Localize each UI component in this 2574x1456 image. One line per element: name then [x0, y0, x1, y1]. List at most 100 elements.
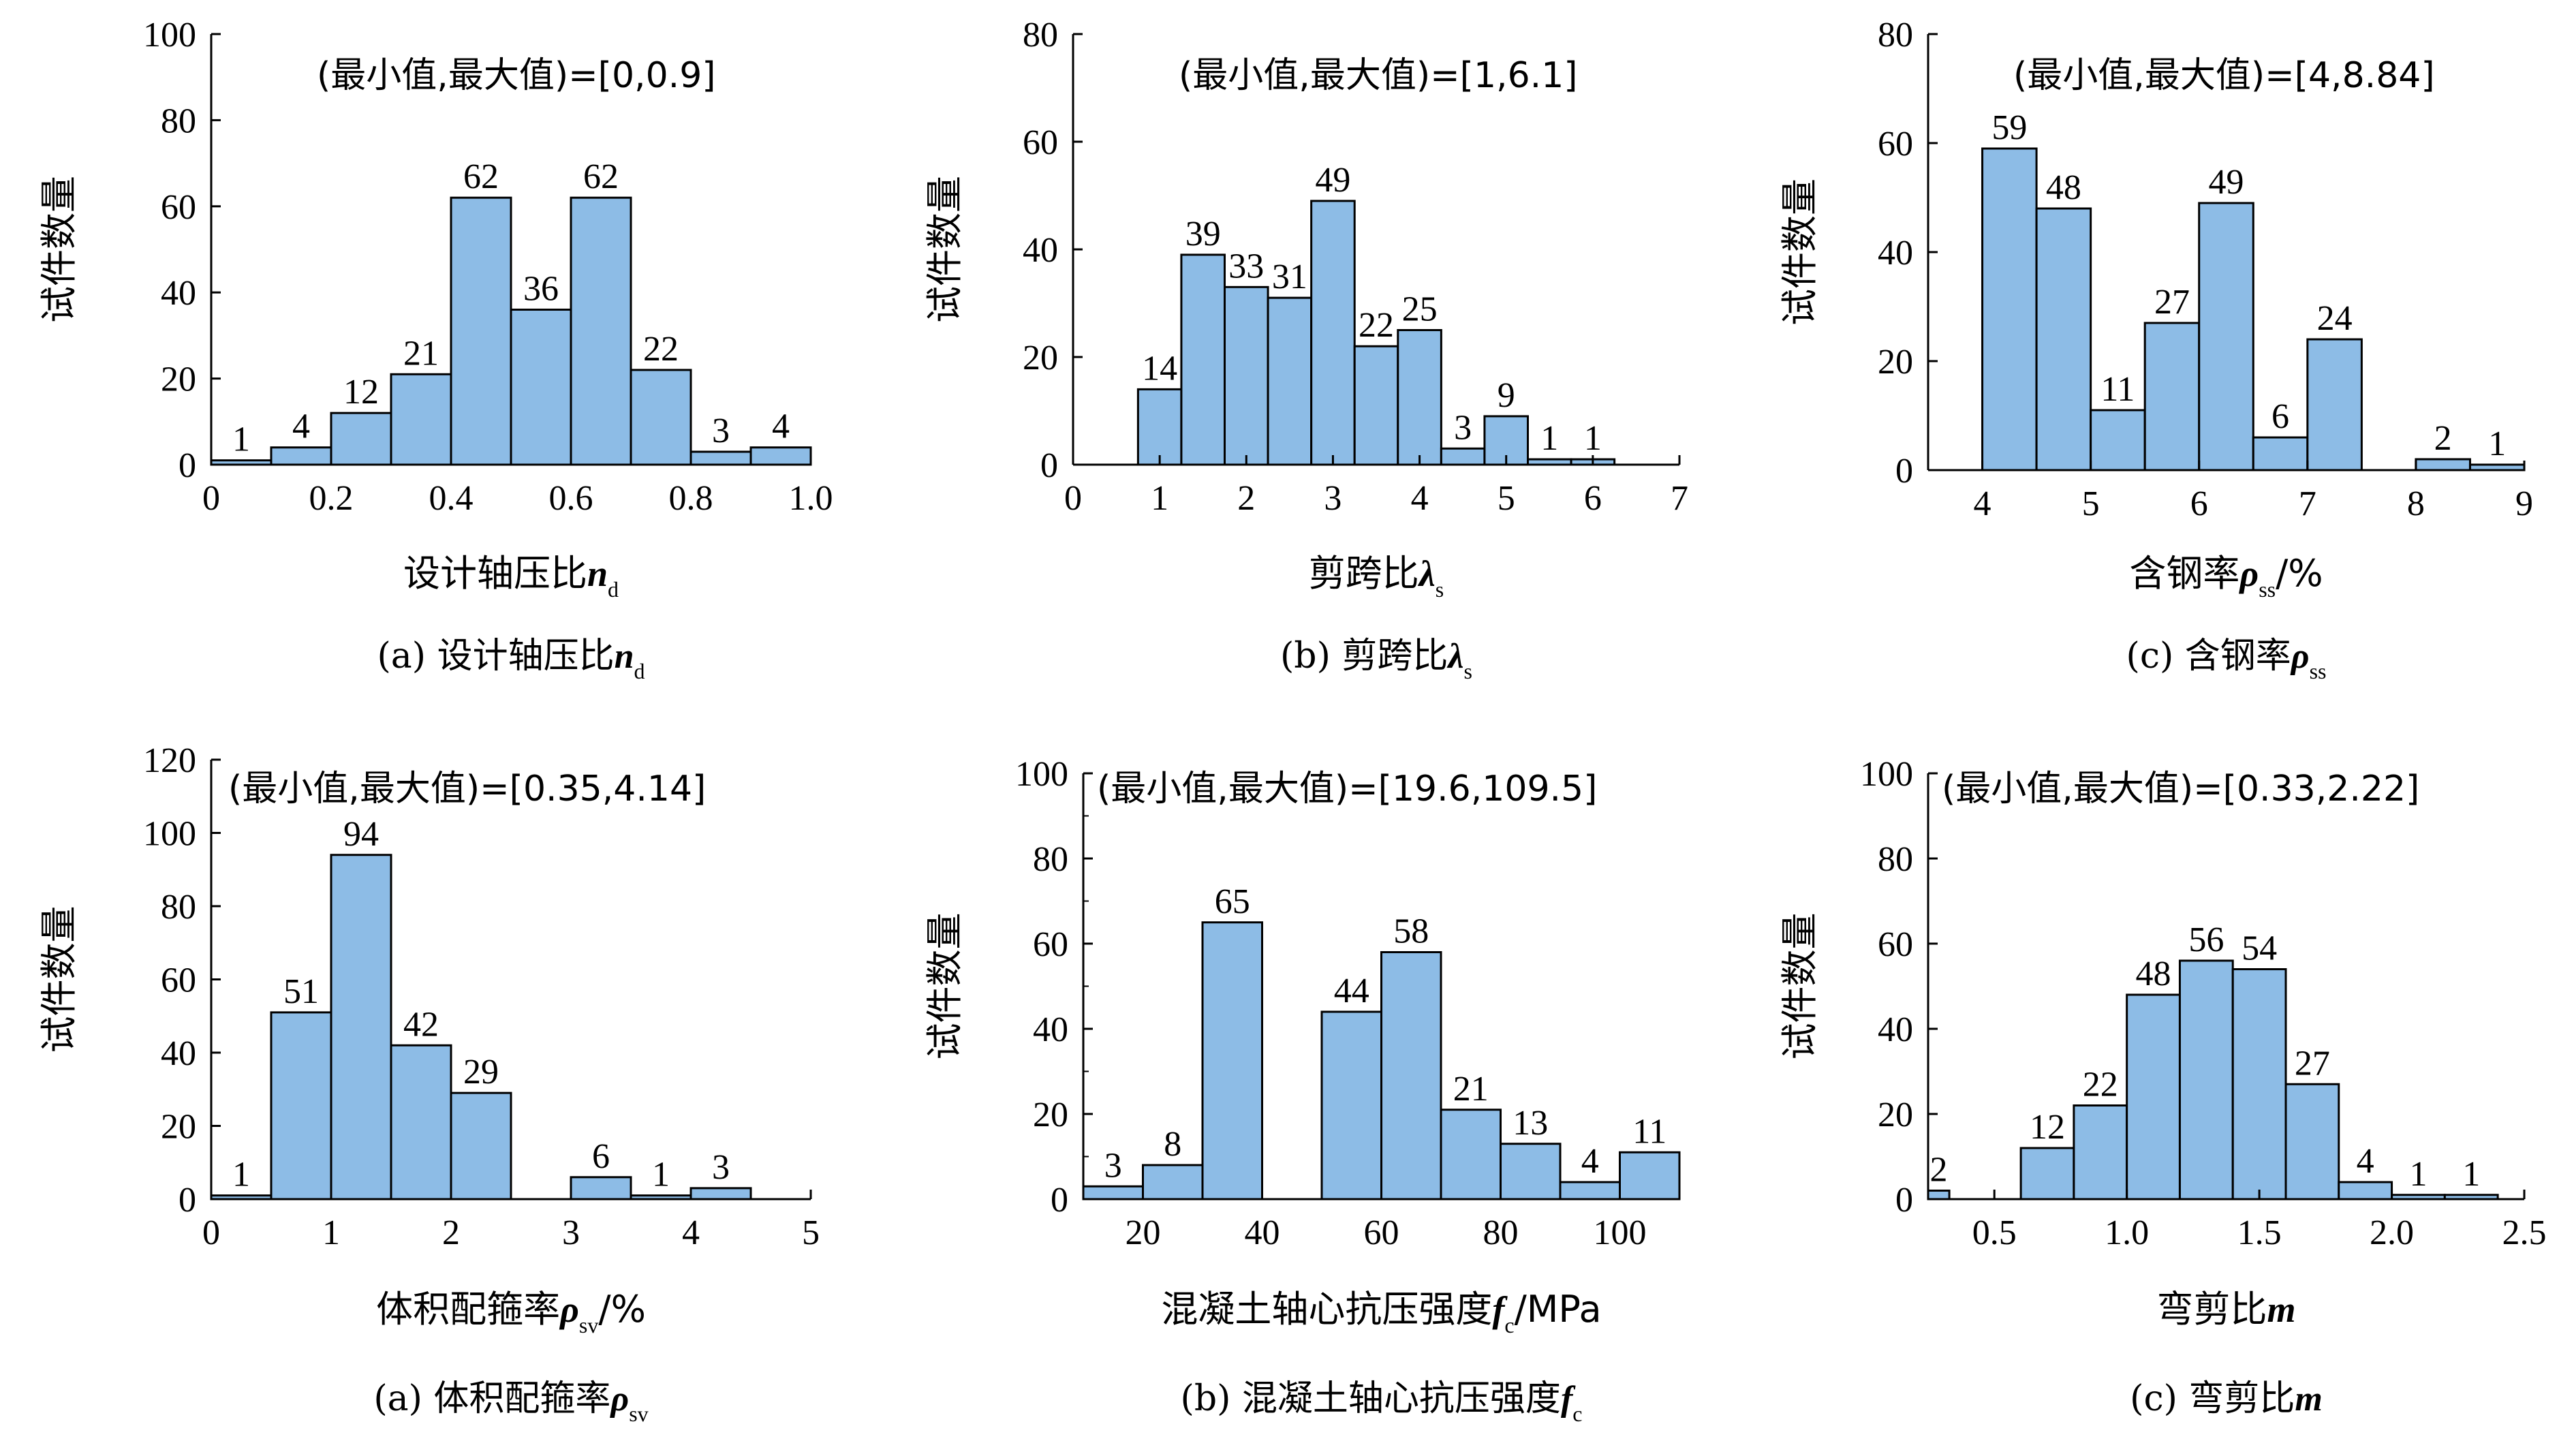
- x-tick-label: 2.0: [2370, 1213, 2414, 1252]
- x-tick-label: 0: [202, 479, 220, 518]
- y-tick-label: 20: [1033, 1096, 1068, 1134]
- bar-value-label: 1: [1540, 419, 1558, 458]
- bar: [1353, 345, 1399, 466]
- x-tick-label: 5: [802, 1213, 820, 1252]
- bar: [1927, 1190, 1951, 1201]
- bar-value-label: 22: [2083, 1066, 2118, 1104]
- bar: [330, 412, 392, 466]
- bar: [1180, 253, 1226, 466]
- y-tick-label: 20: [1878, 343, 1913, 382]
- range-annotation: (最小值,最大值)=[0.33,2.22]: [1942, 769, 2419, 809]
- y-tick-label: 0: [179, 1181, 196, 1220]
- bar-value-label: 24: [2317, 299, 2353, 338]
- y-tick-label: 100: [143, 815, 196, 854]
- x-tick-label: 1: [322, 1213, 340, 1252]
- bar: [1500, 1143, 1562, 1201]
- bar: [689, 1187, 752, 1201]
- bar: [330, 854, 392, 1201]
- y-tick-label: 80: [161, 888, 196, 927]
- bar: [270, 1011, 332, 1201]
- x-tick-label: 9: [2515, 484, 2533, 523]
- bar: [1559, 1181, 1621, 1201]
- y-tick-label: 40: [1878, 234, 1913, 273]
- bar: [2143, 322, 2201, 471]
- bar: [2126, 993, 2181, 1201]
- x-tick-label: 0.2: [309, 479, 354, 518]
- x-tick-label: 40: [1245, 1213, 1280, 1252]
- bar-value-label: 4: [292, 407, 310, 446]
- x-tick-label: 0: [1064, 479, 1082, 518]
- bar-value-label: 21: [403, 334, 439, 373]
- range-annotation: (最小值,最大值)=[0.35,4.14]: [228, 769, 706, 809]
- y-tick-label: 0: [1040, 446, 1058, 485]
- panel-caption: (a) 设计轴压比nd: [377, 636, 645, 683]
- bar-value-label: 6: [2271, 397, 2289, 436]
- bar-value-label: 1: [232, 420, 250, 459]
- bar: [630, 369, 692, 466]
- y-tick-label: 0: [1895, 452, 1913, 491]
- y-tick-label: 40: [1023, 231, 1058, 270]
- x-tick-label: 7: [2299, 484, 2316, 523]
- y-tick-label: 100: [1860, 755, 1913, 794]
- bar-value-label: 4: [2357, 1142, 2374, 1181]
- bar-value-label: 12: [343, 373, 379, 412]
- y-axis-title: 试件数量: [923, 176, 966, 323]
- bar-value-label: 8: [1164, 1125, 1181, 1164]
- bar: [1320, 1010, 1382, 1201]
- bar: [450, 196, 512, 466]
- bar: [2073, 1104, 2128, 1201]
- x-tick-label: 0.4: [429, 479, 474, 518]
- y-tick-label: 20: [1023, 339, 1058, 377]
- bar-value-label: 11: [1632, 1112, 1666, 1151]
- x-tick-label: 5: [2082, 484, 2100, 523]
- y-tick-label: 60: [1033, 925, 1068, 964]
- bar-value-label: 29: [463, 1053, 499, 1091]
- bar: [390, 1044, 452, 1201]
- bar-value-label: 27: [2295, 1044, 2330, 1083]
- panel-caption: (b) 剪跨比λs: [1280, 636, 1472, 683]
- x-tick-label: 20: [1126, 1213, 1161, 1252]
- x-axis-title: 弯剪比m: [2156, 1288, 2295, 1331]
- bar: [1142, 1164, 1204, 1201]
- bar: [2231, 968, 2287, 1201]
- bar-value-label: 12: [2030, 1108, 2065, 1147]
- bar: [1201, 921, 1263, 1201]
- bar-value-label: 51: [283, 972, 319, 1011]
- bar: [749, 446, 812, 466]
- bar-value-label: 2: [1930, 1151, 1948, 1190]
- bar-value-label: 44: [1334, 972, 1369, 1010]
- x-tick-label: 3: [562, 1213, 580, 1252]
- bar-value-label: 22: [643, 330, 679, 369]
- y-tick-label: 120: [143, 741, 196, 780]
- y-tick-label: 40: [1033, 1010, 1068, 1049]
- range-annotation: (最小值,最大值)=[1,6.1]: [1179, 55, 1578, 96]
- chart-panel-5: 3 8 65 44 58 21 13 4 11 20 40 60 80 100 0 20 40 60 80 100 (最…: [923, 755, 1681, 1426]
- x-tick-label: 80: [1483, 1213, 1519, 1252]
- bar: [2415, 458, 2471, 471]
- x-axis-title: 含钢率ρss/%: [2129, 552, 2323, 602]
- range-annotation: (最小值,最大值)=[4,8.84]: [2013, 55, 2435, 96]
- panel-caption: (c) 弯剪比m: [2130, 1378, 2323, 1419]
- range-annotation: (最小值,最大值)=[0,0.9]: [317, 55, 716, 96]
- bar-value-label: 65: [1215, 882, 1250, 921]
- y-tick-label: 60: [1878, 925, 1913, 964]
- bar-value-label: 94: [343, 815, 379, 854]
- bar: [2252, 436, 2309, 471]
- bar: [390, 373, 452, 466]
- y-tick-label: 60: [161, 188, 196, 227]
- x-axis-title: 剪跨比λs: [1309, 552, 1444, 602]
- x-tick-label: 6: [2190, 484, 2208, 523]
- bar-value-label: 2: [2434, 419, 2452, 458]
- bar-value-label: 3: [1104, 1146, 1122, 1185]
- bar-value-label: 3: [712, 412, 730, 450]
- bar-value-label: 3: [1454, 408, 1472, 447]
- y-tick-label: 0: [179, 446, 196, 485]
- bar-value-label: 1: [652, 1156, 670, 1194]
- bar-value-label: 13: [1513, 1104, 1548, 1143]
- x-tick-label: 2: [442, 1213, 460, 1252]
- x-tick-label: 100: [1594, 1213, 1647, 1252]
- bar-value-label: 1: [2462, 1155, 2480, 1194]
- y-tick-label: 0: [1051, 1181, 1068, 1220]
